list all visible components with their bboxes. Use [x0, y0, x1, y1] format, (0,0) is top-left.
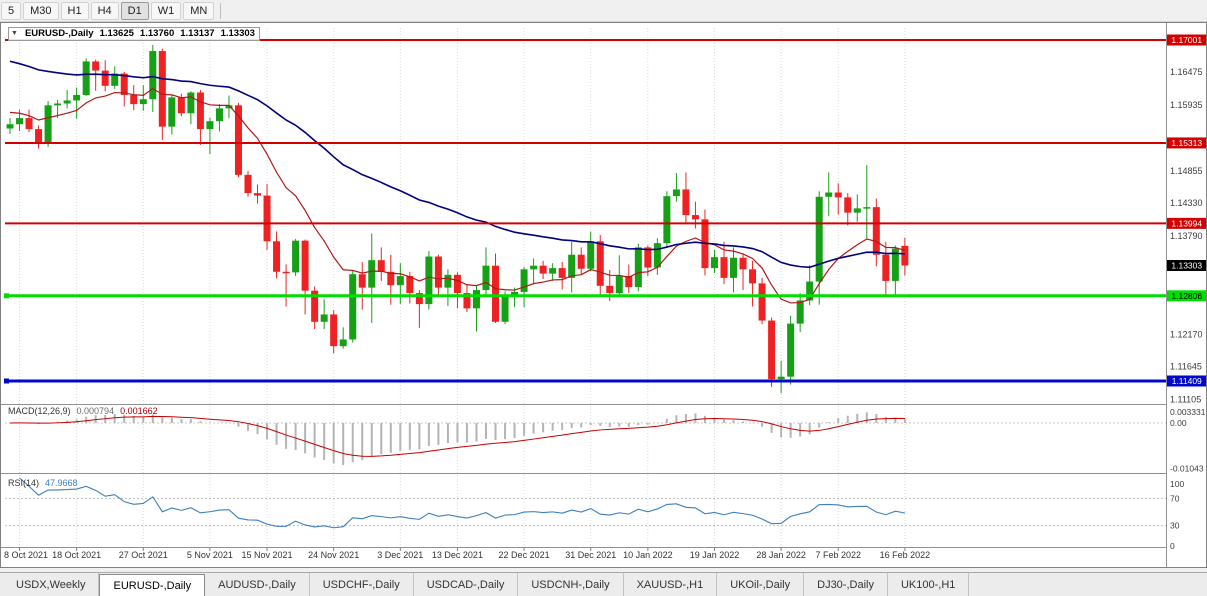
svg-text:1.15935: 1.15935 — [1170, 100, 1203, 110]
chart-tab-bar: USDX,Weekly EURUSD-,Daily AUDUSD-,Daily USD… — [0, 572, 1207, 596]
svg-text:0.003331: 0.003331 — [1170, 407, 1206, 417]
collapse-arrow-icon[interactable]: ▼ — [11, 30, 18, 37]
tab-usdcnh-daily[interactable]: USDCNH-,Daily — [518, 573, 624, 596]
svg-text:100: 100 — [1170, 479, 1184, 489]
price-badge-1.15313: 1.15313 — [1167, 137, 1207, 149]
timeframe-h1[interactable]: H1 — [60, 1, 89, 20]
candlestick-series — [6, 44, 909, 394]
svg-text:1.13303: 1.13303 — [1171, 261, 1202, 271]
ohlc-high: 1.13760 — [139, 28, 175, 39]
svg-text:31 Dec 2021: 31 Dec 2021 — [565, 550, 616, 560]
svg-text:28 Jan 2022: 28 Jan 2022 — [756, 550, 806, 560]
svg-text:19 Jan 2022: 19 Jan 2022 — [690, 550, 740, 560]
ohlc-low: 1.13137 — [180, 28, 215, 39]
rsi-value: 47.9668 — [45, 478, 78, 488]
svg-text:27 Oct 2021: 27 Oct 2021 — [119, 550, 168, 560]
rsi-line — [19, 477, 905, 529]
svg-text:1.17001: 1.17001 — [1171, 35, 1202, 45]
timeframe-w1[interactable]: W1 — [150, 1, 182, 20]
price-badge-1.11409: 1.11409 — [1167, 375, 1207, 387]
svg-text:22 Dec 2021: 22 Dec 2021 — [499, 550, 550, 560]
macd-value-main: 0.000794 — [76, 406, 115, 416]
ohlc-close: 1.13303 — [220, 28, 255, 39]
svg-text:1.14855: 1.14855 — [1170, 166, 1203, 176]
svg-text:7 Feb 2022: 7 Feb 2022 — [815, 550, 861, 560]
svg-text:1.14330: 1.14330 — [1170, 198, 1203, 208]
tab-usdchf-daily[interactable]: USDCHF-,Daily — [310, 573, 414, 596]
svg-text:18 Oct 2021: 18 Oct 2021 — [52, 550, 101, 560]
rsi-label: RSI(14) — [8, 478, 40, 488]
timeframe-m30[interactable]: M30 — [23, 1, 59, 20]
date-axis: 8 Oct 2021 18 Oct 2021 27 Oct 2021 5 Nov 20… — [4, 547, 931, 560]
tab-usdx-weekly[interactable]: USDX,Weekly — [3, 573, 100, 596]
tab-audusd-daily[interactable]: AUDUSD-,Daily — [205, 573, 310, 596]
timeframe-mn[interactable]: MN — [183, 1, 215, 20]
svg-text:1.12170: 1.12170 — [1170, 330, 1203, 340]
tab-uk100-h1[interactable]: UK100-,H1 — [888, 573, 970, 596]
tab-ukoil-daily[interactable]: UKOil-,Daily — [717, 573, 805, 596]
timeframe-toolbar: 5 M30 H1 H4 D1 W1 MN — [0, 0, 1207, 22]
rsi-axis: 100 70 30 0 — [1170, 479, 1184, 551]
toolbar-divider — [220, 2, 222, 19]
svg-text:30: 30 — [1170, 521, 1180, 531]
svg-text:1.13994: 1.13994 — [1171, 218, 1202, 228]
svg-text:1.11105: 1.11105 — [1170, 395, 1201, 405]
ma-slow-line — [9, 60, 905, 269]
timeframe-5[interactable]: 5 — [1, 1, 22, 20]
svg-text:1.13790: 1.13790 — [1170, 231, 1203, 241]
tab-xauusd-h1[interactable]: XAUUSD-,H1 — [624, 573, 718, 596]
svg-text:0: 0 — [1170, 541, 1175, 551]
svg-text:70: 70 — [1170, 493, 1180, 503]
chart-symbol: EURUSD-,Daily — [24, 28, 94, 39]
horizontal-line-1.12806[interactable] — [4, 293, 1166, 299]
macd-panel-title: MACD(12,26,9) 0.000794 0.001662 — [8, 406, 158, 416]
svg-text:-0.01043: -0.01043 — [1170, 464, 1204, 474]
svg-text:13 Dec 2021: 13 Dec 2021 — [432, 550, 483, 560]
rsi-panel-title: RSI(14) 47.9668 — [8, 478, 78, 488]
svg-text:16 Feb 2022: 16 Feb 2022 — [880, 550, 931, 560]
horizontal-line-1.11409[interactable] — [4, 378, 1166, 384]
tab-eurusd-daily[interactable]: EURUSD-,Daily — [99, 574, 206, 596]
svg-text:3 Dec 2021: 3 Dec 2021 — [377, 550, 423, 560]
svg-text:8 Oct 2021: 8 Oct 2021 — [4, 550, 48, 560]
macd-value-signal: 0.001662 — [120, 406, 158, 416]
svg-text:1.15313: 1.15313 — [1171, 138, 1202, 148]
ohlc-open: 1.13625 — [99, 28, 134, 39]
svg-text:1.16475: 1.16475 — [1170, 67, 1203, 77]
macd-histogram — [18, 412, 906, 465]
chart-title: ▼ EURUSD-,Daily 1.13625 1.13760 1.13137 … — [8, 27, 260, 41]
svg-text:10 Jan 2022: 10 Jan 2022 — [623, 550, 673, 560]
price-badge-1.17001: 1.17001 — [1167, 34, 1207, 46]
timeframe-d1[interactable]: D1 — [120, 1, 149, 20]
svg-text:24 Nov 2021: 24 Nov 2021 — [308, 550, 359, 560]
svg-text:15 Nov 2021: 15 Nov 2021 — [242, 550, 293, 560]
tab-dj30-daily[interactable]: DJ30-,Daily — [804, 573, 888, 596]
price-badge-1.13994: 1.13994 — [1167, 217, 1207, 229]
current-price-badge: 1.13303 — [1167, 260, 1207, 271]
svg-text:0.00: 0.00 — [1170, 418, 1187, 428]
macd-signal-line — [9, 415, 905, 457]
svg-text:5 Nov 2021: 5 Nov 2021 — [187, 550, 233, 560]
ma-fast-line — [9, 87, 906, 304]
chart-area[interactable]: 1.16475 1.15935 1.14855 1.14330 1.13790 1.121… — [0, 0, 1207, 570]
timeframe-h4[interactable]: H4 — [90, 1, 119, 20]
macd-label: MACD(12,26,9) — [8, 406, 71, 416]
svg-text:1.11409: 1.11409 — [1172, 376, 1202, 386]
svg-text:1.11645: 1.11645 — [1170, 362, 1202, 372]
price-badge-1.12806: 1.12806 — [1167, 290, 1207, 302]
tab-usdcad-daily[interactable]: USDCAD-,Daily — [414, 573, 519, 596]
svg-text:1.12806: 1.12806 — [1171, 291, 1202, 301]
